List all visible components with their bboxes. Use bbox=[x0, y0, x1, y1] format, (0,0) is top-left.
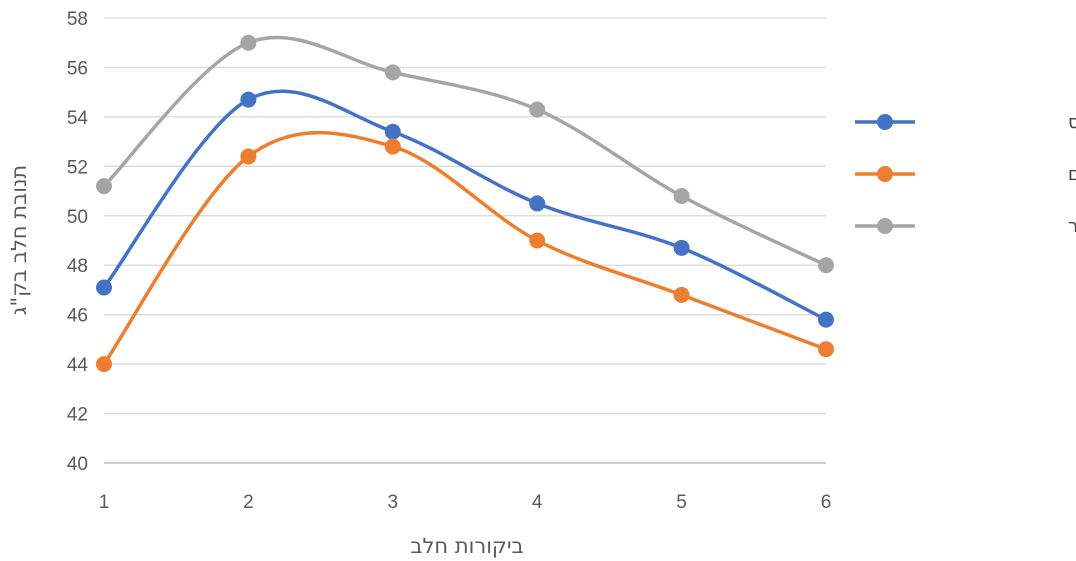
y-tick-label: 56 bbox=[67, 58, 88, 79]
data-point bbox=[818, 341, 834, 358]
x-axis-ticks: 1 2 3 4 5 6 bbox=[99, 492, 832, 513]
legend-item: קטוזיס מאוחר bbox=[855, 216, 1076, 237]
x-tick-label: 2 bbox=[243, 492, 254, 513]
legend-label: קטוזיס מאוחר bbox=[1068, 216, 1076, 237]
y-tick-label: 58 bbox=[67, 9, 88, 30]
x-tick-label: 3 bbox=[388, 492, 399, 513]
series-1 bbox=[96, 130, 834, 373]
data-point bbox=[96, 178, 112, 195]
y-tick-label: 50 bbox=[67, 207, 88, 228]
y-tick-label: 42 bbox=[67, 405, 88, 426]
data-point bbox=[818, 257, 834, 274]
legend: ללא קטוזיס קטוזיס מוקדם קטוזיס מאוחר bbox=[855, 112, 1076, 237]
legend-label: ללא קטוזיס bbox=[1068, 112, 1076, 133]
legend-marker bbox=[877, 114, 893, 130]
x-tick-label: 5 bbox=[676, 492, 687, 513]
x-tick-label: 4 bbox=[532, 492, 543, 513]
data-point bbox=[529, 232, 546, 249]
series-group bbox=[96, 34, 834, 373]
y-axis-ticks: 40 42 44 46 48 50 52 54 56 58 bbox=[67, 9, 89, 475]
y-tick-label: 48 bbox=[67, 256, 88, 277]
legend-marker bbox=[877, 166, 893, 182]
gridlines bbox=[104, 17, 826, 464]
series-line bbox=[102, 35, 827, 267]
data-point bbox=[384, 138, 401, 155]
y-tick-label: 40 bbox=[67, 454, 88, 475]
series-line bbox=[102, 130, 827, 366]
series-2 bbox=[96, 34, 834, 274]
x-tick-label: 6 bbox=[821, 492, 832, 513]
y-tick-label: 46 bbox=[67, 306, 88, 327]
data-point bbox=[240, 91, 257, 108]
y-tick-label: 44 bbox=[67, 355, 89, 376]
legend-marker bbox=[877, 218, 893, 234]
y-axis-title: תנובת חלב בק"ג bbox=[7, 165, 31, 315]
data-point bbox=[240, 34, 257, 51]
data-point bbox=[529, 195, 546, 212]
data-point bbox=[818, 311, 834, 328]
legend-item: ללא קטוזיס bbox=[855, 112, 1076, 133]
data-point bbox=[96, 279, 112, 296]
data-point bbox=[673, 188, 690, 204]
data-point bbox=[384, 123, 401, 140]
series-line bbox=[102, 89, 827, 322]
x-tick-label: 1 bbox=[99, 492, 110, 513]
data-point bbox=[96, 356, 112, 373]
y-tick-label: 54 bbox=[67, 108, 89, 129]
data-point bbox=[673, 239, 690, 256]
legend-item: קטוזיס מוקדם bbox=[855, 164, 1076, 185]
data-point bbox=[240, 148, 257, 165]
y-tick-label: 52 bbox=[67, 157, 88, 178]
data-point bbox=[384, 64, 401, 81]
legend-label: קטוזיס מוקדם bbox=[1068, 164, 1076, 185]
x-axis-title: ביקורות חלב bbox=[410, 534, 523, 558]
data-point bbox=[673, 286, 690, 303]
series-0 bbox=[96, 89, 834, 328]
data-point bbox=[529, 101, 546, 118]
